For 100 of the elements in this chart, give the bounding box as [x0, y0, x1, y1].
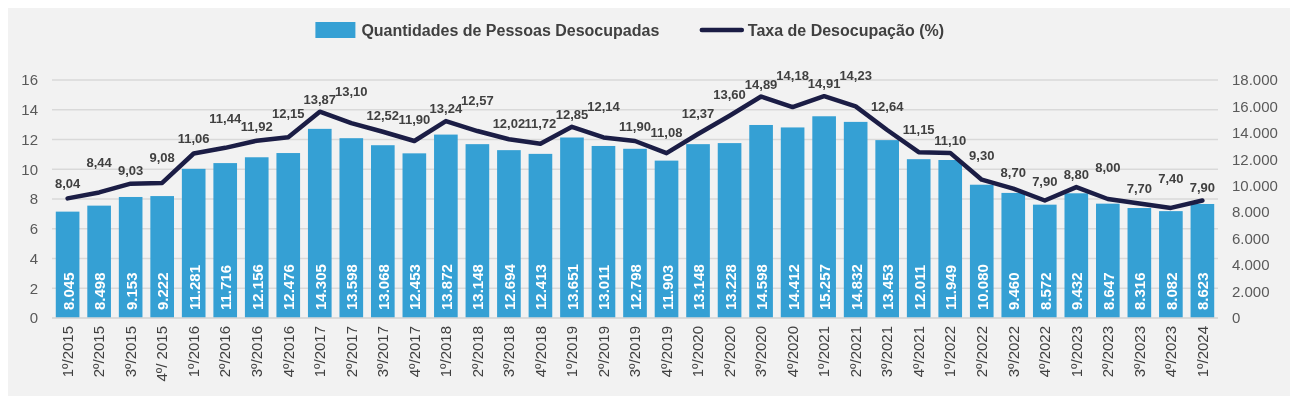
- bar: [528, 153, 553, 318]
- data-label: 15.257: [816, 264, 834, 310]
- y2-tick-label: 12.000: [1232, 150, 1278, 168]
- data-label: 14.412: [784, 264, 802, 310]
- y2-tick-label: 16.000: [1232, 97, 1278, 115]
- x-tick-label: 4º/2017: [405, 326, 423, 378]
- y-tick-label: 14: [21, 101, 38, 118]
- data-label: 14.305: [311, 264, 329, 310]
- data-label: 11.949: [942, 264, 960, 310]
- x-tick-label: 3º/2017: [374, 326, 392, 378]
- data-label: 13.228: [721, 264, 739, 310]
- data-label: 14.832: [847, 264, 865, 310]
- y2-tick-label: 2.000: [1232, 282, 1270, 300]
- data-label: 9.222: [154, 272, 172, 310]
- data-label: 12,85: [555, 106, 589, 122]
- data-label: 11,72: [524, 116, 557, 132]
- data-label: 13.011: [595, 264, 613, 310]
- data-label: 11,90: [398, 112, 431, 128]
- data-label: 12.453: [406, 264, 424, 310]
- y2-tick-label: 6.000: [1232, 229, 1270, 247]
- x-tick-label: 4º/2023: [1162, 326, 1180, 378]
- data-label: 12.413: [532, 264, 550, 310]
- data-label: 12.476: [280, 264, 298, 310]
- data-label: 14,89: [744, 76, 778, 92]
- x-tick-label: 1º/2023: [1067, 326, 1085, 378]
- x-tick-label: 1º/2019: [563, 326, 581, 378]
- data-label: 12,14: [587, 98, 621, 114]
- bar: [371, 145, 395, 318]
- bar: [465, 144, 490, 318]
- data-label: 8.498: [91, 272, 109, 310]
- x-tick-label: 4º/2021: [909, 326, 927, 378]
- data-label: 13.148: [469, 264, 487, 310]
- x-tick-label: 1º/2016: [184, 326, 202, 378]
- y-tick-label: 4: [29, 249, 38, 267]
- bar: [307, 128, 332, 318]
- y2-tick-label: 10.000: [1232, 177, 1278, 195]
- data-label: 13.068: [374, 264, 392, 310]
- bar: [906, 159, 931, 318]
- data-label: 13,87: [303, 91, 337, 107]
- y2-tick-label: 4.000: [1232, 256, 1270, 274]
- legend-label: Quantidades de Pessoas Desocupadas: [361, 21, 660, 39]
- data-label: 11,90: [619, 119, 651, 135]
- x-tick-label: 2º/2021: [846, 326, 864, 378]
- y-tick-label: 2: [29, 279, 38, 297]
- data-label: 8.316: [1131, 272, 1149, 310]
- bar: [623, 148, 647, 318]
- x-tick-label: 3º/2021: [878, 326, 896, 378]
- x-tick-label: 2º/2018: [468, 326, 486, 378]
- y2-tick-label: 0: [1232, 309, 1241, 327]
- x-tick-label: 1º/2022: [941, 326, 959, 378]
- data-label: 13.148: [690, 264, 708, 310]
- data-label: 13.872: [437, 264, 455, 310]
- x-tick-label: 1º/2024: [1193, 326, 1211, 378]
- bar: [780, 127, 805, 318]
- data-label: 8.623: [1194, 272, 1212, 310]
- bar: [1032, 204, 1057, 318]
- data-label: 12,57: [461, 92, 494, 108]
- y-tick-label: 10: [21, 160, 38, 178]
- data-label: 8,00: [1095, 159, 1121, 175]
- x-tick-label: 1º/2021: [815, 326, 833, 378]
- bar: [434, 134, 458, 318]
- x-tick-label: 2º/2019: [594, 326, 612, 378]
- x-tick-label: 2º/2015: [90, 326, 108, 378]
- data-label: 7,70: [1126, 181, 1153, 197]
- data-label: 11,06: [177, 130, 210, 146]
- data-label: 12.156: [248, 264, 266, 310]
- data-label: 12,02: [492, 115, 526, 131]
- bar: [812, 116, 836, 318]
- data-label: 9,03: [117, 163, 144, 179]
- legend-label: Taxa de Desocupação (%): [747, 21, 945, 39]
- data-label: 11,08: [650, 124, 683, 140]
- data-label: 12.011: [910, 264, 928, 310]
- data-label: 13.598: [343, 264, 361, 310]
- bar: [1001, 192, 1026, 318]
- data-label: 7,90: [1032, 174, 1058, 190]
- data-label: 12,37: [681, 105, 715, 121]
- bar: [1064, 193, 1089, 318]
- y-tick-label: 0: [29, 309, 38, 327]
- x-tick-label: 2º/2020: [720, 326, 738, 378]
- bar: [181, 168, 206, 318]
- data-label: 9.432: [1068, 272, 1086, 310]
- x-tick-label: 3º/2023: [1130, 326, 1148, 378]
- data-label: 9,30: [969, 147, 995, 163]
- data-label: 11,44: [209, 110, 242, 126]
- data-label: 12.694: [500, 263, 518, 310]
- data-label: 8,04: [54, 175, 82, 191]
- data-label: 9.460: [1005, 272, 1023, 310]
- x-tick-label: 2º/2023: [1099, 326, 1117, 378]
- bar: [276, 153, 301, 318]
- bar: [591, 145, 616, 318]
- y-tick-label: 8: [29, 190, 38, 208]
- data-label: 8,80: [1063, 167, 1089, 183]
- data-label: 8.572: [1036, 272, 1054, 310]
- x-tick-label: 3º/2019: [626, 326, 644, 378]
- bar: [875, 140, 899, 318]
- y2-tick-label: 8.000: [1232, 203, 1270, 221]
- data-label: 13,24: [429, 101, 463, 117]
- data-label: 12,64: [870, 99, 905, 115]
- x-tick-label: 4º/2022: [1036, 326, 1054, 378]
- bar: [686, 144, 710, 318]
